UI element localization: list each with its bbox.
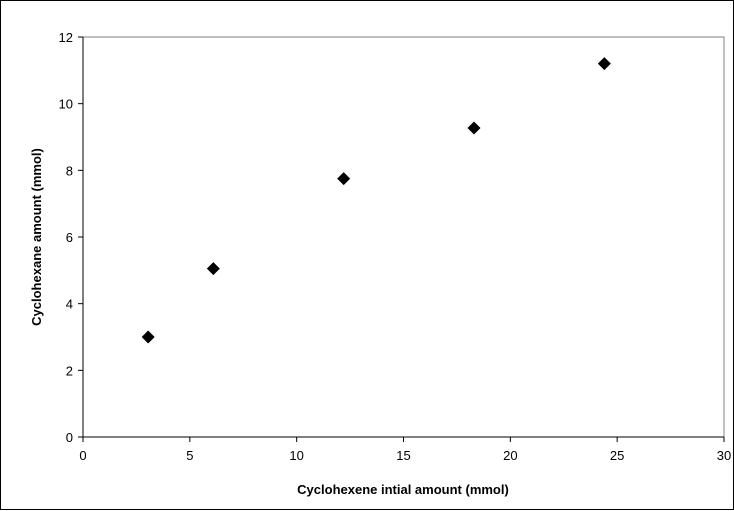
- y-tick-label: 2: [66, 363, 73, 378]
- data-points: [141, 57, 611, 344]
- data-point-3: [337, 172, 351, 186]
- y-tick-label: 10: [59, 97, 73, 112]
- x-tick-label: 15: [396, 448, 410, 463]
- x-tick-label: 20: [503, 448, 517, 463]
- x-tick-label: 30: [717, 448, 731, 463]
- y-tick-label: 12: [59, 30, 73, 45]
- data-point-1: [141, 330, 155, 344]
- y-axis-title: Cyclohexane amount (mmol): [29, 148, 44, 326]
- y-tick-label: 8: [66, 163, 73, 178]
- y-tick-label: 0: [66, 430, 73, 445]
- x-axis-title: Cyclohexene intial amount (mmol): [297, 482, 509, 497]
- data-point-4: [467, 121, 481, 135]
- data-point-2: [206, 262, 220, 276]
- y-axis-ticks: 0 2 4 6 8 10 12: [59, 30, 83, 445]
- x-axis-ticks: 0 5 10 15 20 25 30: [79, 437, 731, 463]
- x-tick-label: 5: [186, 448, 193, 463]
- y-tick-label: 4: [66, 297, 73, 312]
- x-tick-label: 0: [79, 448, 86, 463]
- plot-area: [82, 36, 725, 438]
- data-point-5: [597, 57, 611, 71]
- y-tick-label: 6: [66, 230, 73, 245]
- x-tick-label: 10: [289, 448, 303, 463]
- x-tick-label: 25: [610, 448, 624, 463]
